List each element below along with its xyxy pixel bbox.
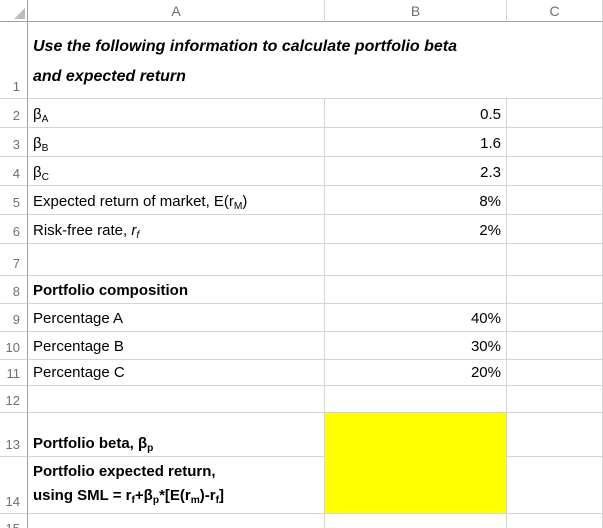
cell-a4[interactable]: βC (28, 157, 325, 186)
cell-b4[interactable]: 2.3 (325, 157, 507, 186)
cell-c15[interactable] (507, 514, 603, 528)
cell-c9[interactable] (507, 304, 603, 332)
cell-c11[interactable] (507, 360, 603, 386)
cell-c7[interactable] (507, 244, 603, 276)
row-header-6[interactable]: 6 (0, 215, 28, 244)
cell-a3[interactable]: βB (28, 128, 325, 157)
cell-b11[interactable]: 20% (325, 360, 507, 386)
cell-c10[interactable] (507, 332, 603, 360)
cell-a15[interactable] (28, 514, 325, 528)
select-all-triangle-icon (14, 8, 25, 19)
cell-b8[interactable] (325, 276, 507, 304)
cell-c8[interactable] (507, 276, 603, 304)
row-header-13[interactable]: 13 (0, 413, 28, 457)
row-header-5[interactable]: 5 (0, 186, 28, 215)
select-all-button[interactable] (0, 0, 28, 22)
cell-c2[interactable] (507, 99, 603, 128)
column-header-a[interactable]: A (28, 0, 325, 22)
cell-a13[interactable]: Portfolio beta, βp (28, 413, 325, 457)
column-header-b[interactable]: B (325, 0, 507, 22)
cell-c3[interactable] (507, 128, 603, 157)
cell-b2[interactable]: 0.5 (325, 99, 507, 128)
row-header-14[interactable]: 14 (0, 457, 28, 514)
cell-b6[interactable]: 2% (325, 215, 507, 244)
cell-c13[interactable] (507, 413, 603, 457)
cell-a10[interactable]: Percentage B (28, 332, 325, 360)
cell-a14[interactable]: Portfolio expected return, using SML = rf… (28, 457, 325, 514)
cell-b9[interactable]: 40% (325, 304, 507, 332)
row-header-9[interactable]: 9 (0, 304, 28, 332)
cell-a7[interactable] (28, 244, 325, 276)
cell-b15[interactable] (325, 514, 507, 528)
row-header-15[interactable]: 15 (0, 514, 28, 528)
cell-c14[interactable] (507, 457, 603, 514)
cell-b5[interactable]: 8% (325, 186, 507, 215)
cell-a6[interactable]: Risk-free rate, rf (28, 215, 325, 244)
row-header-10[interactable]: 10 (0, 332, 28, 360)
cell-c12[interactable] (507, 386, 603, 413)
cell-c5[interactable] (507, 186, 603, 215)
cell-a8[interactable]: Portfolio composition (28, 276, 325, 304)
row-header-4[interactable]: 4 (0, 157, 28, 186)
row-header-2[interactable]: 2 (0, 99, 28, 128)
cell-a5[interactable]: Expected return of market, E(rM) (28, 186, 325, 215)
column-header-c[interactable]: C (507, 0, 603, 22)
row-header-3[interactable]: 3 (0, 128, 28, 157)
row-header-8[interactable]: 8 (0, 276, 28, 304)
row-header-7[interactable]: 7 (0, 244, 28, 276)
row-header-11[interactable]: 11 (0, 360, 28, 386)
cell-c4[interactable] (507, 157, 603, 186)
cell-a11[interactable]: Percentage C (28, 360, 325, 386)
cell-b7[interactable] (325, 244, 507, 276)
cell-b10[interactable]: 30% (325, 332, 507, 360)
cell-b13-highlighted[interactable] (325, 413, 507, 457)
cell-b14-highlighted[interactable] (325, 457, 507, 514)
cell-a9[interactable]: Percentage A (28, 304, 325, 332)
cell-a12[interactable] (28, 386, 325, 413)
cell-a2[interactable]: βA (28, 99, 325, 128)
cell-c6[interactable] (507, 215, 603, 244)
row-header-1[interactable]: 1 (0, 22, 28, 99)
row-header-12[interactable]: 12 (0, 386, 28, 413)
cell-a1-title[interactable]: Use the following information to calcula… (28, 22, 603, 99)
cell-b12[interactable] (325, 386, 507, 413)
cell-b3[interactable]: 1.6 (325, 128, 507, 157)
